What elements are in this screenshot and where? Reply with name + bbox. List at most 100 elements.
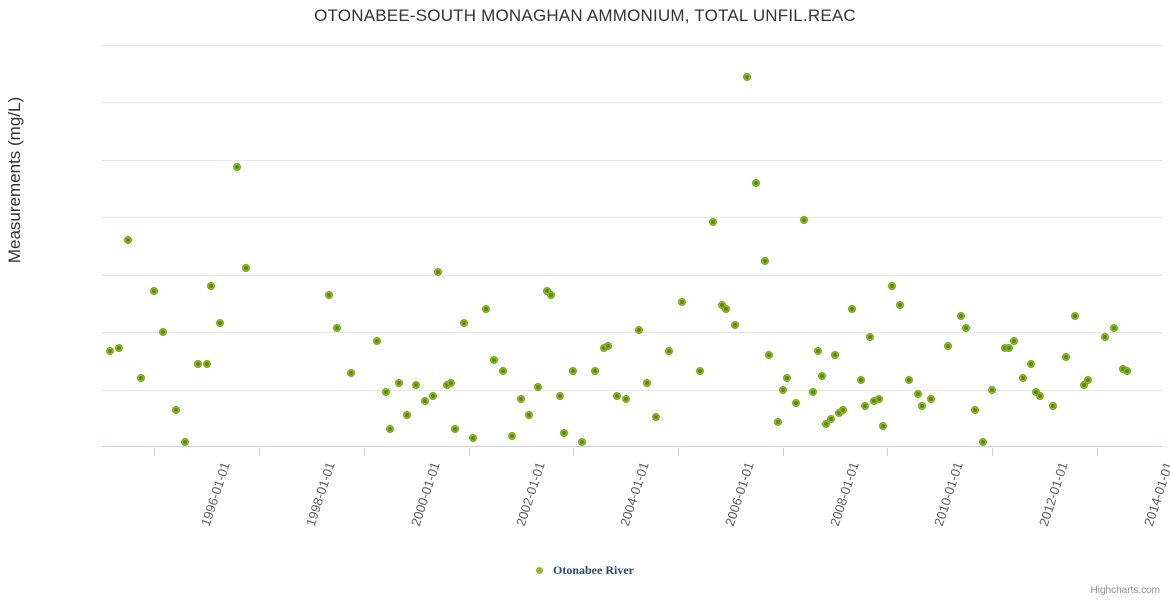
data-point[interactable] <box>115 344 124 353</box>
data-point[interactable] <box>508 431 517 440</box>
data-point[interactable] <box>944 341 953 350</box>
data-point[interactable] <box>813 346 822 355</box>
data-point[interactable] <box>856 376 865 385</box>
data-point[interactable] <box>499 367 508 376</box>
data-point[interactable] <box>1062 353 1071 362</box>
data-point[interactable] <box>652 413 660 422</box>
data-point[interactable] <box>721 305 730 314</box>
data-point[interactable] <box>447 378 456 387</box>
legend-item-otonabee-river[interactable]: Otonabee River <box>553 562 634 577</box>
data-point[interactable] <box>381 387 390 396</box>
data-point[interactable] <box>215 318 224 327</box>
data-point[interactable] <box>826 415 835 424</box>
data-point[interactable] <box>180 438 189 447</box>
data-point[interactable] <box>905 376 913 385</box>
data-point[interactable] <box>961 323 970 332</box>
data-point[interactable] <box>1036 392 1045 401</box>
data-point[interactable] <box>569 367 578 376</box>
data-point[interactable] <box>634 325 643 334</box>
data-point[interactable] <box>534 383 543 392</box>
chart-legend[interactable]: Otonabee River <box>0 562 1170 578</box>
data-point[interactable] <box>848 305 857 314</box>
data-point[interactable] <box>987 385 996 394</box>
data-point[interactable] <box>429 392 438 401</box>
data-point[interactable] <box>765 351 774 360</box>
data-point[interactable] <box>791 399 800 408</box>
data-point[interactable] <box>1101 332 1110 341</box>
data-point[interactable] <box>590 367 599 376</box>
data-point[interactable] <box>817 371 826 380</box>
data-point[interactable] <box>887 282 896 291</box>
data-point[interactable] <box>1005 344 1014 353</box>
data-point[interactable] <box>137 374 146 383</box>
data-point[interactable] <box>194 360 203 369</box>
data-point[interactable] <box>1070 312 1079 321</box>
data-point[interactable] <box>778 385 787 394</box>
data-point[interactable] <box>743 73 752 82</box>
data-point[interactable] <box>878 422 887 431</box>
data-point[interactable] <box>481 305 490 314</box>
data-point[interactable] <box>665 346 674 355</box>
data-point[interactable] <box>621 394 630 403</box>
data-point[interactable] <box>420 397 429 406</box>
data-point[interactable] <box>460 318 469 327</box>
data-point[interactable] <box>372 337 381 346</box>
data-point[interactable] <box>717 300 726 309</box>
data-point[interactable] <box>643 378 652 387</box>
credits-label[interactable]: Highcharts.com <box>1090 585 1160 596</box>
data-point[interactable] <box>926 394 935 403</box>
data-point[interactable] <box>831 351 840 360</box>
data-point[interactable] <box>913 390 922 399</box>
data-point[interactable] <box>346 369 355 378</box>
data-point[interactable] <box>865 332 874 341</box>
data-point[interactable] <box>783 374 792 383</box>
data-point[interactable] <box>730 321 739 330</box>
data-point[interactable] <box>874 394 883 403</box>
data-point[interactable] <box>106 346 115 355</box>
data-point[interactable] <box>333 323 342 332</box>
data-point[interactable] <box>761 256 770 265</box>
data-point[interactable] <box>822 420 831 429</box>
data-point[interactable] <box>451 424 460 433</box>
data-point[interactable] <box>1027 360 1036 369</box>
data-point[interactable] <box>612 392 621 401</box>
data-point[interactable] <box>1123 367 1132 376</box>
data-point[interactable] <box>385 424 394 433</box>
data-point[interactable] <box>678 298 687 307</box>
data-point[interactable] <box>207 282 216 291</box>
data-point[interactable] <box>516 394 525 403</box>
data-point[interactable] <box>752 178 761 187</box>
data-point[interactable] <box>1084 376 1093 385</box>
data-point[interactable] <box>957 312 966 321</box>
data-point[interactable] <box>547 291 556 300</box>
data-point[interactable] <box>695 367 704 376</box>
data-point[interactable] <box>560 429 569 438</box>
data-point[interactable] <box>861 401 870 410</box>
data-point[interactable] <box>172 406 181 415</box>
data-point[interactable] <box>403 410 412 419</box>
data-point[interactable] <box>800 215 809 224</box>
data-point[interactable] <box>202 360 211 369</box>
data-point[interactable] <box>1079 380 1088 389</box>
data-point[interactable] <box>970 406 979 415</box>
data-point[interactable] <box>1018 374 1027 383</box>
data-point[interactable] <box>158 328 167 337</box>
data-point[interactable] <box>1031 387 1040 396</box>
data-point[interactable] <box>1048 401 1057 410</box>
data-point[interactable] <box>896 300 905 309</box>
data-point[interactable] <box>577 438 586 447</box>
data-point[interactable] <box>839 406 848 415</box>
data-point[interactable] <box>708 217 717 226</box>
data-point[interactable] <box>525 410 534 419</box>
data-point[interactable] <box>394 378 403 387</box>
data-point[interactable] <box>241 263 250 272</box>
data-point[interactable] <box>774 417 783 426</box>
data-point[interactable] <box>809 387 818 396</box>
data-point[interactable] <box>604 341 613 350</box>
data-point[interactable] <box>123 236 132 245</box>
data-point[interactable] <box>324 291 333 300</box>
data-point[interactable] <box>555 392 564 401</box>
data-point[interactable] <box>490 355 499 364</box>
data-point[interactable] <box>542 286 551 295</box>
data-point[interactable] <box>1009 337 1018 346</box>
